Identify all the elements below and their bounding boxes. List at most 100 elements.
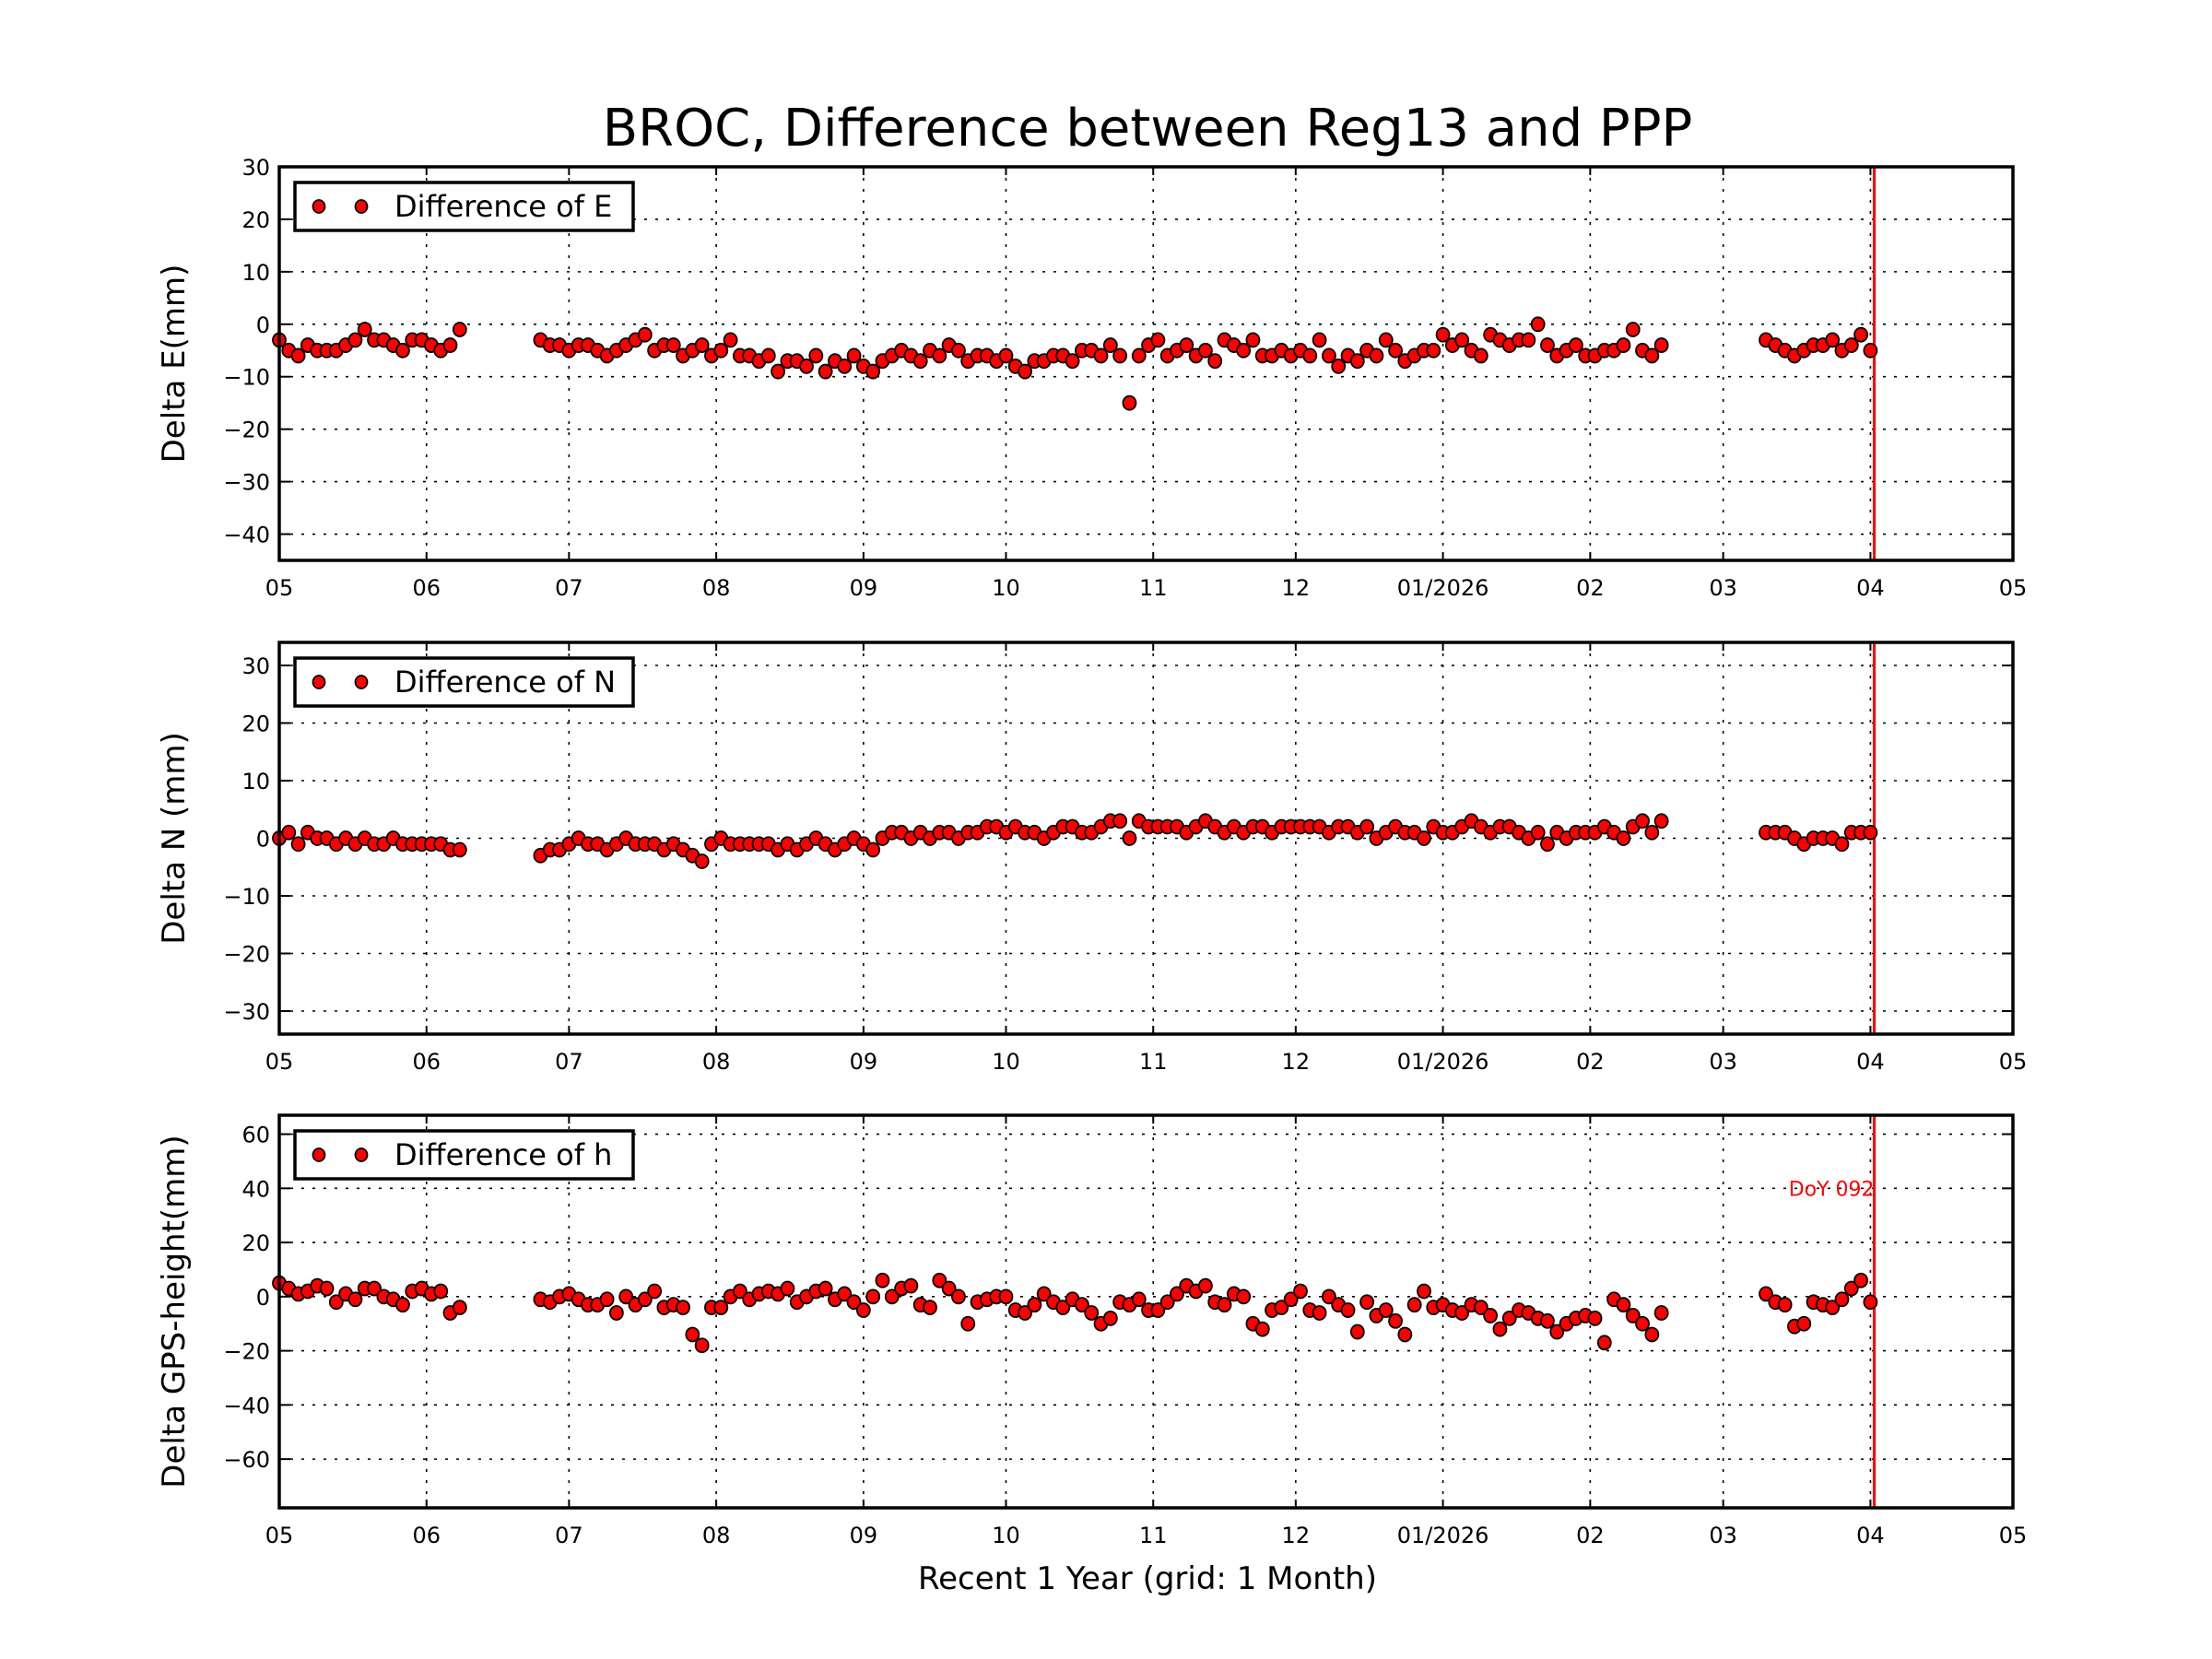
- x-tick-label: 06: [412, 575, 441, 601]
- data-point-e: [1825, 332, 1841, 348]
- data-point-e: [1568, 337, 1583, 353]
- data-point-e: [723, 332, 738, 348]
- data-point-h: [1644, 1326, 1660, 1343]
- legend-label: Difference of E: [394, 189, 612, 224]
- data-point-n: [1530, 824, 1546, 841]
- data-point-n: [694, 853, 710, 869]
- x-tick-label: 12: [1282, 1049, 1311, 1075]
- data-point-h: [884, 1288, 900, 1305]
- data-point-h: [433, 1283, 449, 1300]
- data-point-e: [1473, 347, 1488, 364]
- data-point-h: [960, 1315, 976, 1332]
- data-point-h: [1501, 1310, 1517, 1326]
- data-point-e: [771, 363, 786, 380]
- y-tick-label: −20: [223, 1339, 270, 1365]
- data-point-h: [1027, 1297, 1042, 1313]
- panels: 05 06 07 08 09 10 11 12 01/2026 02 03 04 05 −40 −30 −20…: [156, 155, 2027, 1548]
- data-point-h: [1084, 1305, 1100, 1321]
- data-point-e: [1112, 347, 1128, 364]
- data-point-e: [1207, 353, 1223, 370]
- data-point-h: [347, 1291, 363, 1308]
- x-tick-label: 12: [1282, 575, 1311, 601]
- data-point-e: [1388, 342, 1403, 359]
- y-tick-label: −40: [223, 1393, 270, 1418]
- data-point-h: [1549, 1324, 1565, 1340]
- data-point-e: [665, 337, 681, 353]
- data-point-h: [319, 1280, 335, 1297]
- data-point-h: [923, 1300, 937, 1315]
- data-point-e: [1540, 337, 1555, 353]
- data-point-e: [1150, 332, 1166, 348]
- data-point-e: [808, 347, 824, 364]
- data-point-h: [1759, 1286, 1773, 1302]
- y-tick-label: −20: [223, 418, 270, 443]
- y-tick-label: −10: [223, 365, 270, 391]
- y-axis-label: Delta E(mm): [156, 265, 193, 464]
- y-tick-label: −30: [223, 999, 270, 1025]
- data-point-h: [1293, 1283, 1308, 1300]
- data-point-n: [452, 841, 467, 858]
- data-point-h: [1406, 1297, 1422, 1313]
- data-point-h: [1102, 1310, 1118, 1326]
- x-tick-label: 08: [702, 1049, 731, 1075]
- x-tick-label: 10: [992, 1523, 1020, 1548]
- y-tick-label: 60: [241, 1123, 270, 1148]
- data-point-h: [685, 1326, 700, 1343]
- data-point-e: [837, 358, 853, 374]
- data-point-h: [732, 1283, 747, 1300]
- data-point-h: [1075, 1297, 1089, 1313]
- data-point-e: [357, 322, 372, 337]
- legend-marker: [312, 199, 326, 214]
- y-tick-label: 0: [256, 1285, 270, 1311]
- reference-annotation: DoY 092: [1789, 1178, 1875, 1201]
- x-tick-label: 05: [1999, 575, 2028, 601]
- data-point-e: [395, 342, 410, 359]
- data-point-h: [1283, 1291, 1299, 1308]
- data-point-e: [1349, 353, 1365, 370]
- data-point-n: [1653, 813, 1669, 830]
- legend-marker: [354, 1147, 369, 1162]
- data-point-e: [1653, 337, 1669, 353]
- data-point-h: [637, 1291, 653, 1308]
- data-point-h: [865, 1288, 881, 1305]
- panel-h: 05 06 07 08 09 10 11 12 01/2026 02 03 04 05 −60 −40 −20…: [156, 1113, 2027, 1548]
- y-axis-label: Delta GPS-height(mm): [156, 1135, 193, 1488]
- data-point-h: [903, 1277, 919, 1294]
- x-tick-label: 07: [555, 1049, 583, 1075]
- data-point-h: [1340, 1302, 1356, 1318]
- x-tick-label: 07: [555, 575, 583, 601]
- x-tick-label: 01/2026: [1397, 1523, 1489, 1548]
- data-point-e: [1322, 347, 1336, 364]
- data-point-e: [290, 347, 306, 364]
- data-point-e: [347, 332, 363, 348]
- y-tick-label: 20: [241, 1230, 270, 1256]
- x-tick-label: 06: [412, 1049, 441, 1075]
- data-point-h: [855, 1302, 871, 1318]
- data-point-h: [676, 1300, 690, 1315]
- x-tick-label: 11: [1139, 1523, 1168, 1548]
- legend-marker: [312, 1147, 326, 1162]
- data-point-h: [618, 1288, 634, 1305]
- axes-frame: [277, 641, 2015, 1036]
- x-tick-label: 05: [265, 1523, 294, 1548]
- y-tick-label: −30: [223, 470, 270, 496]
- x-tick-label: 02: [1576, 575, 1605, 601]
- data-point-e: [1198, 342, 1213, 359]
- data-point-h: [367, 1280, 382, 1297]
- data-point-e: [1065, 353, 1080, 370]
- data-point-e: [1245, 332, 1261, 348]
- x-tick-label: 11: [1139, 1049, 1168, 1075]
- panel-n: 05 06 07 08 09 10 11 12 01/2026 02 03 04 05 −30 −20 −10…: [156, 641, 2027, 1075]
- y-tick-label: 40: [241, 1176, 270, 1202]
- data-point-h: [932, 1272, 947, 1288]
- chart-title: BROC, Difference between Reg13 and PPP: [603, 99, 1692, 159]
- x-tick-label: 03: [1709, 1049, 1737, 1075]
- y-tick-label: 30: [241, 653, 270, 679]
- x-tick-label: 01/2026: [1397, 575, 1489, 601]
- legend: Difference of h: [293, 1129, 635, 1181]
- data-point-n: [1863, 824, 1878, 841]
- data-point-h: [599, 1291, 615, 1308]
- data-point-n: [1417, 830, 1431, 846]
- legend-label: Difference of N: [394, 665, 616, 700]
